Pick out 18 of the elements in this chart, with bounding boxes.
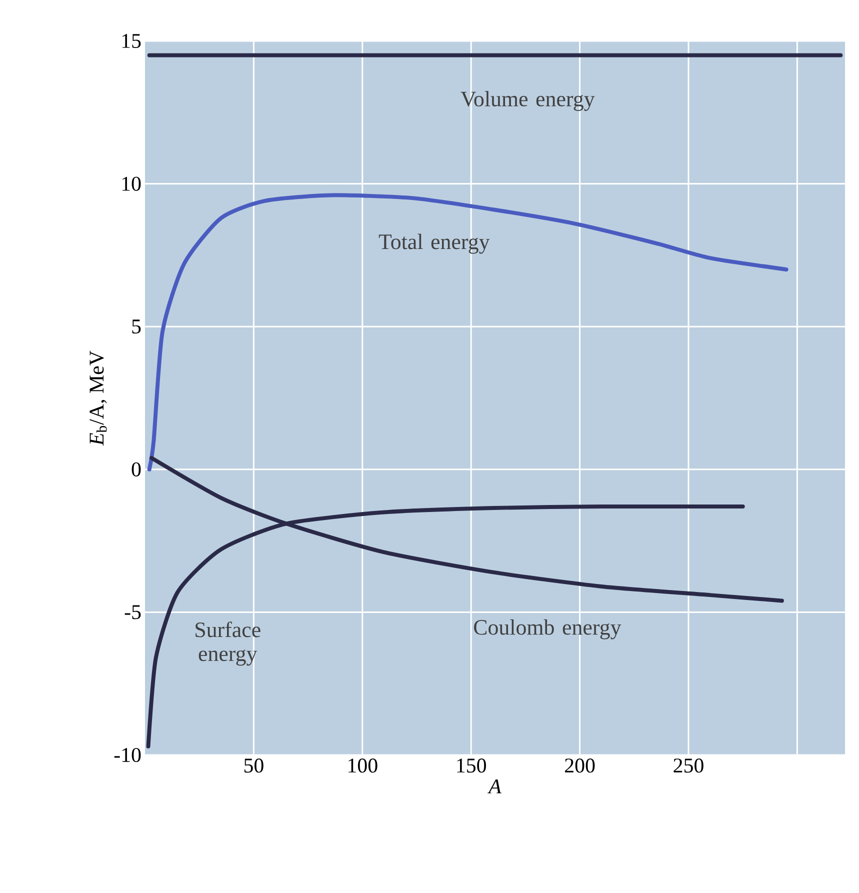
y-tick-label: 10 — [122, 176, 141, 191]
y-tick-label: -5 — [124, 605, 141, 620]
y-tick-label: -10 — [114, 748, 141, 762]
series-label: Volume energy — [460, 91, 595, 111]
x-tick-label: 50 — [244, 758, 264, 773]
x-tick-label: 200 — [565, 758, 595, 773]
y-tick-label: 0 — [132, 462, 141, 476]
y-axis-title: E$_{b}$/A, MeV — [90, 350, 107, 446]
y-tick-label: 15 — [122, 34, 141, 48]
series-label: Total energy — [378, 234, 490, 254]
series-label: Coulomb energy — [474, 619, 622, 640]
y-tick-label: 5 — [132, 320, 141, 334]
line-series — [147, 193, 788, 472]
x-tick-label: 150 — [457, 758, 486, 773]
x-tick-label: 100 — [348, 758, 378, 773]
x-tick-label: 250 — [674, 758, 704, 773]
series-label: Surface energy — [196, 622, 260, 666]
x-axis-title: A — [487, 779, 502, 794]
